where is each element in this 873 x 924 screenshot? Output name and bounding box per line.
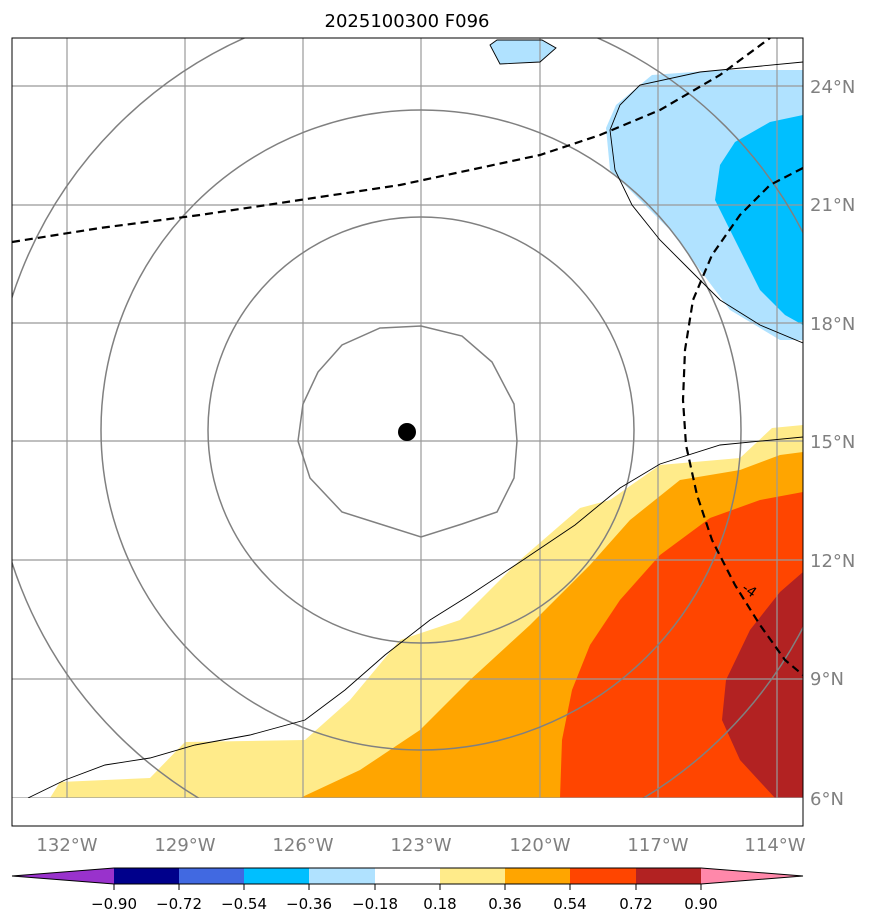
lon-label: 117°W bbox=[627, 835, 688, 856]
colorbar-segment bbox=[636, 868, 701, 884]
shading-blue bbox=[715, 115, 803, 325]
dashed-contour-west bbox=[12, 38, 771, 244]
lat-label: 9°N bbox=[810, 669, 844, 690]
thin-contour-north bbox=[609, 61, 803, 344]
range-rings bbox=[12, 38, 803, 798]
range-ring-3 bbox=[100, 109, 742, 751]
colorbar-segment bbox=[375, 868, 440, 884]
lat-label: 6°N bbox=[810, 789, 844, 810]
lon-label: 123°W bbox=[390, 835, 451, 856]
colorbar-tick-label: −0.72 bbox=[156, 895, 202, 913]
colorbar: −0.90 −0.72 −0.54 −0.36 −0.18 0.18 0.36 … bbox=[11, 867, 804, 913]
colorbar-tick-labels: −0.90 −0.72 −0.54 −0.36 −0.18 0.18 0.36 … bbox=[91, 895, 718, 913]
dashed-contour-east bbox=[681, 167, 803, 676]
colorbar-tick-label: 0.18 bbox=[423, 895, 456, 913]
colorbar-segment bbox=[505, 868, 570, 884]
dashed-contours bbox=[12, 38, 803, 676]
colorbar-segment bbox=[701, 868, 803, 884]
map-area: -4 bbox=[12, 38, 803, 798]
colorbar-segment bbox=[440, 868, 505, 884]
colorbar-tick-label: −0.54 bbox=[221, 895, 267, 913]
lon-label: 114°W bbox=[744, 835, 805, 856]
colorbar-segment bbox=[570, 868, 636, 884]
lon-label: 120°W bbox=[509, 835, 570, 856]
lat-label: 18°N bbox=[810, 314, 855, 335]
lon-label: 129°W bbox=[154, 835, 215, 856]
lon-label: 126°W bbox=[272, 835, 333, 856]
map-frame bbox=[11, 37, 804, 827]
colorbar-segment bbox=[309, 868, 375, 884]
lon-labels: 132°W 129°W 126°W 123°W 120°W 117°W 114°… bbox=[36, 835, 805, 856]
lat-labels: 24°N 21°N 18°N 15°N 12°N 9°N 6°N bbox=[810, 77, 855, 810]
range-ring-2 bbox=[207, 216, 635, 644]
colorbar-segment bbox=[114, 868, 179, 884]
figure-title: 2025100300 F096 bbox=[325, 11, 490, 32]
lat-label: 12°N bbox=[810, 551, 855, 572]
colorbar-tick-label: −0.18 bbox=[352, 895, 398, 913]
thin-contour-top bbox=[489, 39, 557, 65]
colorbar-tick-label: 0.54 bbox=[553, 895, 586, 913]
colorbar-tick-label: 0.72 bbox=[619, 895, 652, 913]
lat-label: 15°N bbox=[810, 432, 855, 453]
shading-light-blue-top bbox=[490, 40, 556, 64]
colorbar-tick-label: −0.36 bbox=[286, 895, 332, 913]
lon-label: 132°W bbox=[36, 835, 97, 856]
colorbar-tick-label: −0.90 bbox=[91, 895, 137, 913]
thin-contour-south bbox=[27, 436, 803, 798]
colorbar-ticks bbox=[113, 884, 702, 890]
lat-label: 21°N bbox=[810, 195, 855, 216]
colorbar-segment bbox=[12, 868, 114, 884]
colorbar-tick-label: 0.36 bbox=[488, 895, 521, 913]
shading-dark-red bbox=[722, 572, 803, 798]
colorbar-segment bbox=[179, 868, 244, 884]
colorbar-segment bbox=[244, 868, 309, 884]
colorbar-tick-label: 0.90 bbox=[684, 895, 717, 913]
thin-contours bbox=[27, 39, 803, 798]
lat-label: 24°N bbox=[810, 77, 855, 98]
storm-center-marker bbox=[398, 423, 416, 441]
range-ring-1 bbox=[297, 325, 518, 538]
